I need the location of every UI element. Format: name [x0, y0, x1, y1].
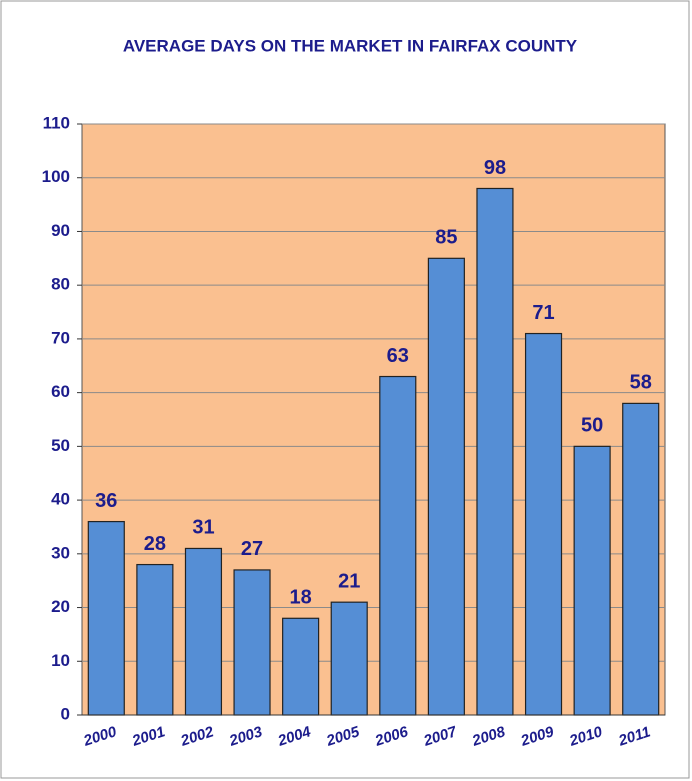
- bar: [379, 375, 417, 716]
- data-label: 21: [338, 570, 360, 592]
- chart-title: AVERAGE DAYS ON THE MARKET IN FAIRFAX CO…: [123, 36, 578, 55]
- y-tick-label: 100: [42, 167, 70, 186]
- data-label: 31: [192, 517, 214, 539]
- bar: [233, 569, 271, 716]
- bar: [476, 187, 514, 716]
- y-tick-label: 10: [51, 651, 70, 670]
- y-tick-label: 60: [51, 382, 70, 401]
- data-label: 63: [387, 345, 409, 367]
- plot-area: [81, 123, 666, 716]
- data-label: 58: [630, 372, 652, 394]
- data-label: 27: [241, 538, 263, 560]
- data-label: 50: [581, 415, 603, 437]
- data-label: 36: [95, 490, 117, 512]
- bar: [427, 257, 465, 716]
- bar: [282, 617, 320, 716]
- bar: [136, 563, 174, 716]
- y-tick-label: 80: [51, 275, 70, 294]
- y-tick-label: 90: [51, 221, 70, 240]
- bar: [524, 332, 563, 716]
- data-label: 28: [144, 533, 166, 555]
- data-label: 98: [484, 157, 506, 179]
- y-tick-label: 40: [51, 490, 70, 509]
- bar: [330, 601, 368, 716]
- bar: [184, 547, 223, 716]
- y-tick-label: 20: [51, 597, 70, 616]
- data-label: 71: [532, 302, 554, 324]
- bar: [87, 520, 125, 716]
- bar: [573, 445, 611, 716]
- y-tick-label: 70: [51, 328, 70, 347]
- y-tick-label: 110: [43, 113, 70, 132]
- data-label: 85: [435, 227, 457, 249]
- y-tick-label: 50: [51, 436, 70, 455]
- bar: [622, 402, 660, 716]
- y-tick-label: 0: [61, 704, 70, 723]
- y-tick-label: 30: [51, 543, 70, 562]
- data-label: 18: [290, 587, 312, 609]
